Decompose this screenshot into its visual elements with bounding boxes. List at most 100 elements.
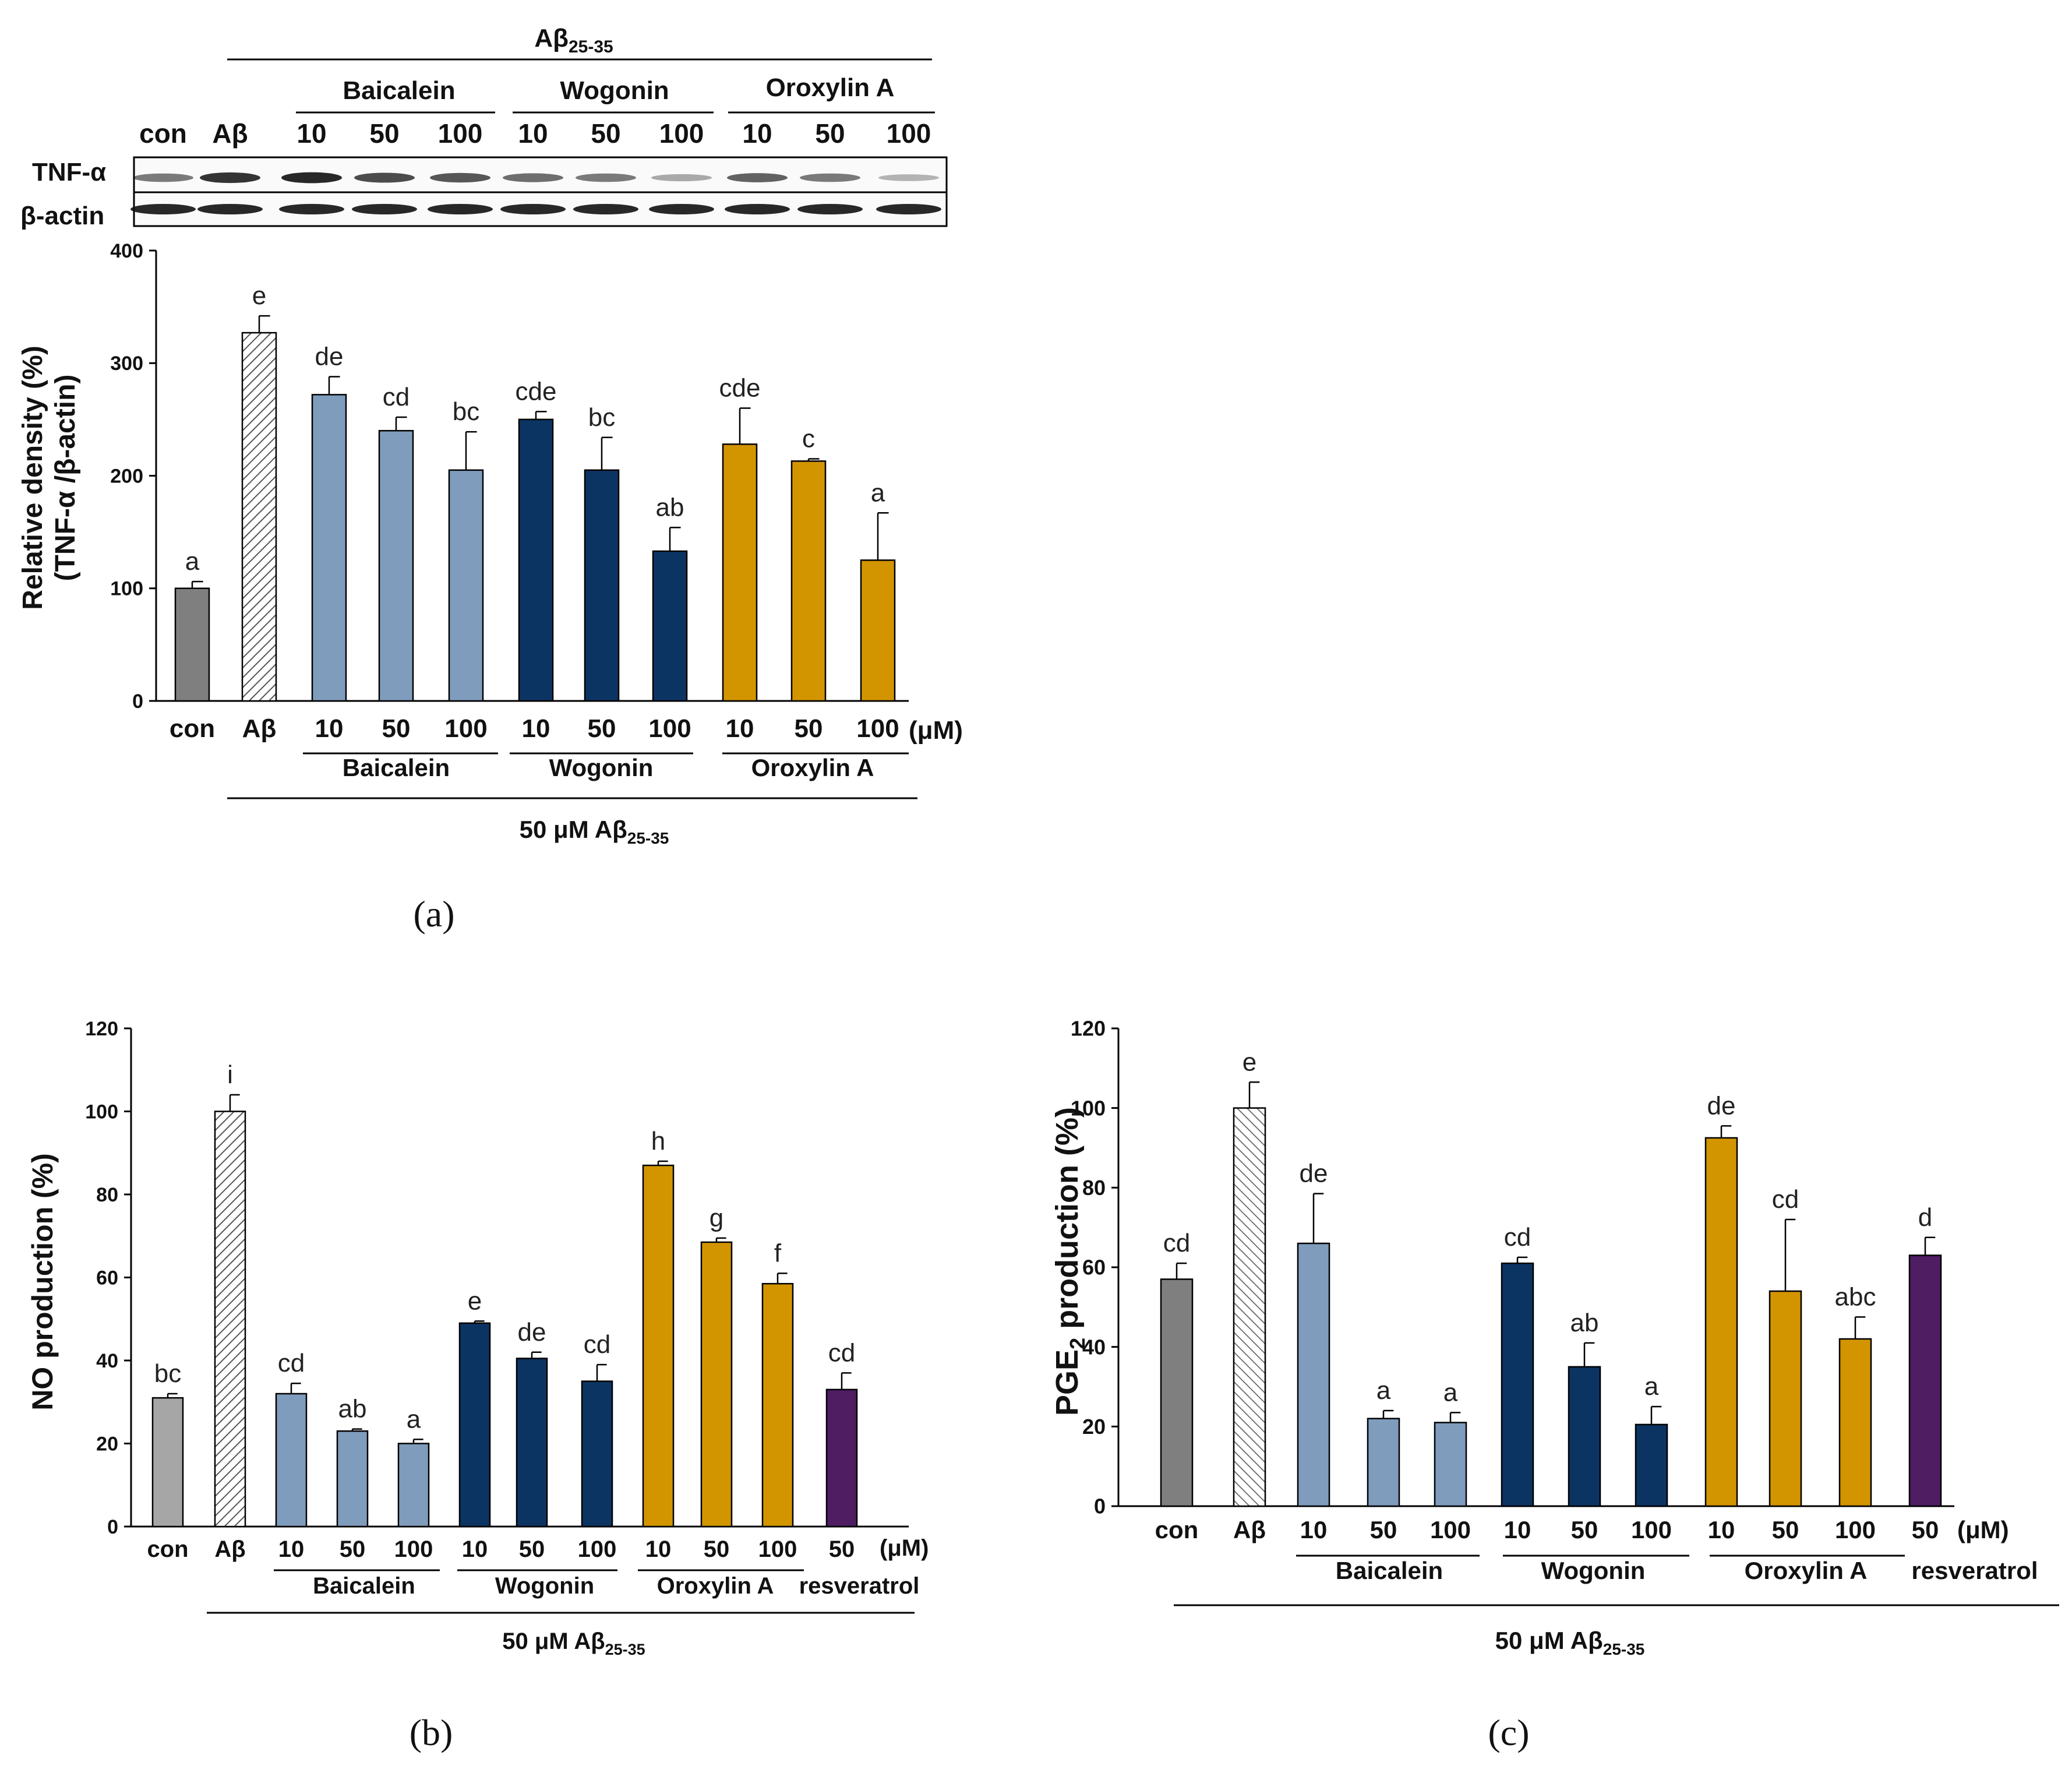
blot-tnf-band [430,172,490,183]
bar [151,1397,184,1528]
y-tick-label: 200 [110,465,143,487]
x-tick-label: 50 [1912,1516,1939,1543]
chart-c-group-resveratrol: resveratrol [1911,1557,2038,1584]
chart-b-group-resveratrol: resveratrol [799,1573,920,1599]
x-tick-label: 10 [1300,1516,1328,1543]
x-tick-label: 100 [1631,1516,1672,1543]
bar [311,394,347,702]
bar [700,1241,733,1528]
chart-c-bars: cd e de a a cd ab a de cd abc d [1160,1048,1942,1507]
blot-group-oroxylin: Oroxylin A [766,73,895,102]
x-tick-label: 50 [795,714,823,743]
bar [722,443,758,702]
blot-actin-band [573,204,638,214]
chart-b-bars: bc i cd ab a e de cd h g f cd [151,1060,858,1528]
blot-group-wogonin: Wogonin [560,76,669,105]
y-tick-label: 100 [110,578,143,600]
chart-a-unit: (μM) [909,716,963,745]
significance-letter: e [252,281,266,310]
chart-a-ylabel-2: (TNF-α /β-actin) [50,375,81,581]
bar [652,550,688,702]
chart-a-bars: a e de cd bc cde bc ab cde c a [174,281,896,702]
blot-bactin-label: β-actin [20,202,104,230]
significance-letter: bc [154,1359,181,1388]
y-tick-label: 60 [96,1267,118,1289]
bar [825,1388,858,1528]
blot-lane-label: 100 [438,118,483,149]
blot-lane-label: 50 [369,118,399,149]
blot-ab2535-header: Aβ25-35 [534,24,613,57]
panel-label-c: (c) [1488,1712,1529,1753]
chart-a-axes: 0 100 200 300 400 [110,240,909,713]
y-tick-label: 0 [132,690,143,713]
bar [275,1393,308,1528]
significance-letter: f [774,1239,782,1267]
blot-lane-label: con [139,118,187,149]
blot-lane-label: 10 [296,118,326,149]
bar [1233,1107,1266,1507]
bar [584,469,620,702]
chart-a-ylabel-1: Relative density (%) [17,346,48,609]
y-tick-label: 80 [1082,1176,1106,1200]
y-tick-label: 100 [1071,1096,1106,1120]
x-tick-label: 50 [1370,1516,1397,1543]
significance-letter: a [871,478,885,507]
blot-lane-label: 100 [887,118,931,149]
x-tick-label: Aβ [1233,1516,1266,1543]
significance-letter: ab [338,1395,367,1423]
significance-letter: cde [516,377,557,406]
chart-a-group-baicalein: Baicalein [343,754,450,781]
x-tick-label: con [1155,1516,1199,1543]
y-tick-label: 80 [96,1184,118,1206]
bar [378,429,414,702]
x-tick-label: 100 [856,714,899,743]
significance-letter: bc [588,403,615,432]
bar [790,460,827,702]
blot-lane-labels: con Aβ 10 50 100 10 50 100 10 50 100 [139,118,931,149]
bar [581,1380,613,1528]
blot-tnf-band [503,173,563,182]
blot-lane-label: 50 [815,118,845,149]
chart-a-group-oroxylin: Oroxylin A [751,754,874,781]
x-tick-label: 10 [462,1536,488,1562]
blot-lane-label: 10 [742,118,772,149]
bar [1704,1137,1738,1507]
significance-letter: abc [1835,1282,1876,1311]
significance-letter: e [468,1286,482,1315]
blot-tnf-band [354,172,415,183]
blot-actin-band [428,204,493,214]
x-tick-label: 100 [394,1536,433,1562]
x-tick-label: 50 [519,1536,545,1562]
blot-actin-band [352,204,417,214]
blot-tnf-band [800,173,860,182]
x-tick-label: 100 [444,714,487,743]
x-tick-label: 50 [704,1536,730,1562]
chart-c-xlabels: con Aβ 10 50 100 10 50 100 10 50 100 50 [1155,1516,1939,1543]
x-tick-label: 50 [1571,1516,1598,1543]
bar [1160,1278,1194,1507]
x-tick-label: 10 [1708,1516,1735,1543]
chart-b-group-wogonin: Wogonin [495,1573,594,1599]
chart-b-xlabels: con Aβ 10 50 100 10 50 100 10 50 100 50 [147,1536,855,1562]
blot-tnf-band [200,172,260,184]
chart-b-no: NO production (%) 0 20 40 60 80 100 120 bc i cd a… [26,1018,929,1753]
panel-label-b: (b) [410,1712,453,1753]
significance-letter: cd [1504,1223,1531,1252]
significance-letter: h [651,1127,665,1155]
western-blot: Aβ25-35 Baicalein Wogonin Oroxylin A con… [20,24,948,230]
bar [860,559,896,702]
blot-lane-label: 50 [591,118,620,149]
bar [241,332,277,702]
x-tick-label: 100 [578,1536,617,1562]
bar [1568,1366,1601,1507]
chart-a-tnf: Relative density (%) (TNF-α /β-actin) 0 1… [17,240,963,935]
bar [1635,1423,1668,1507]
significance-letter: e [1243,1048,1256,1076]
x-tick-label: 50 [1772,1516,1799,1543]
y-tick-label: 100 [85,1101,118,1123]
bar [458,1322,491,1528]
y-tick-label: 400 [110,240,143,262]
bar [448,469,484,702]
significance-letter: cd [1163,1229,1190,1257]
